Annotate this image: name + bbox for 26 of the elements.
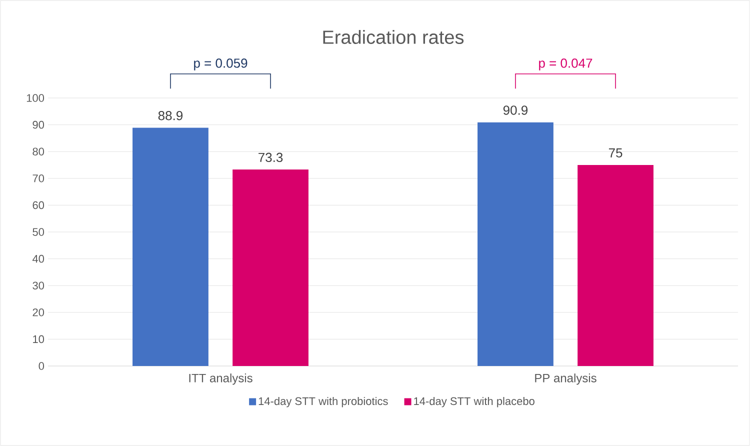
data-label: 75 (608, 148, 622, 158)
y-tick-label: 40 (32, 254, 44, 263)
bar (232, 170, 308, 366)
y-tick-label: 70 (32, 174, 44, 182)
data-label: 73.3 (258, 152, 283, 162)
bar (478, 122, 554, 366)
text: p = 0.059 (194, 58, 248, 70)
text: p = 0.047 (539, 58, 592, 70)
y-tick-label: 20 (32, 308, 44, 316)
y-tick-label: 10 (33, 335, 44, 344)
bar (132, 128, 208, 366)
x-tick-label: PP analysis (535, 374, 596, 385)
data-label: 88.9 (158, 110, 183, 120)
y-tick-label: 80 (32, 148, 44, 156)
legend-label: 14-day STT with placebo (414, 396, 534, 408)
y-tick-label: 50 (32, 228, 44, 236)
y-tick-label: 30 (32, 282, 44, 290)
y-tick-label: 60 (32, 201, 44, 210)
x-tick-label: ITT analysis (189, 374, 252, 385)
y-tick-label: 0 (38, 362, 44, 370)
y-tick-label: 90 (32, 120, 44, 129)
y-tick-label: 100 (26, 94, 44, 102)
chart-title: Eradication rates (323, 30, 464, 44)
data-label: 90.9 (503, 106, 528, 115)
bar (578, 164, 654, 366)
legend-label: 14-day STT with probiotics (258, 396, 388, 408)
